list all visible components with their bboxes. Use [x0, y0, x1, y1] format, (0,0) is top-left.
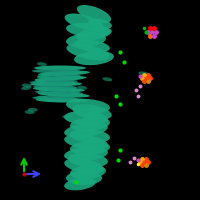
Ellipse shape — [80, 105, 90, 109]
Ellipse shape — [36, 97, 88, 103]
Ellipse shape — [38, 71, 90, 76]
Ellipse shape — [64, 147, 108, 161]
Ellipse shape — [70, 90, 80, 94]
Ellipse shape — [102, 77, 112, 81]
Ellipse shape — [66, 33, 106, 47]
Ellipse shape — [77, 5, 111, 23]
Ellipse shape — [22, 84, 32, 87]
Ellipse shape — [37, 75, 47, 79]
Ellipse shape — [39, 87, 49, 90]
Ellipse shape — [64, 111, 108, 125]
Ellipse shape — [88, 19, 112, 29]
Ellipse shape — [138, 71, 148, 75]
Ellipse shape — [66, 44, 110, 60]
Ellipse shape — [74, 40, 110, 52]
Ellipse shape — [74, 51, 114, 65]
Ellipse shape — [21, 86, 31, 90]
Ellipse shape — [30, 81, 82, 87]
Ellipse shape — [35, 76, 87, 81]
Ellipse shape — [72, 76, 82, 79]
Ellipse shape — [70, 117, 110, 131]
Ellipse shape — [80, 109, 89, 113]
Ellipse shape — [33, 87, 85, 92]
Ellipse shape — [70, 165, 106, 179]
Ellipse shape — [37, 74, 81, 79]
Ellipse shape — [64, 158, 104, 174]
Ellipse shape — [62, 115, 72, 119]
Ellipse shape — [38, 92, 90, 97]
Ellipse shape — [32, 96, 76, 100]
Ellipse shape — [64, 122, 108, 138]
Ellipse shape — [28, 108, 38, 112]
Ellipse shape — [41, 73, 51, 77]
Ellipse shape — [37, 62, 47, 66]
Ellipse shape — [64, 178, 96, 190]
Ellipse shape — [64, 134, 108, 150]
Ellipse shape — [34, 66, 86, 71]
Ellipse shape — [66, 23, 110, 37]
Ellipse shape — [66, 171, 102, 185]
Ellipse shape — [32, 69, 80, 73]
Ellipse shape — [70, 129, 110, 143]
Ellipse shape — [65, 13, 103, 31]
Ellipse shape — [70, 141, 110, 155]
Ellipse shape — [33, 85, 77, 89]
Ellipse shape — [76, 27, 112, 41]
Ellipse shape — [72, 104, 112, 120]
Ellipse shape — [35, 79, 45, 83]
Ellipse shape — [30, 80, 78, 84]
Ellipse shape — [25, 110, 35, 114]
Ellipse shape — [77, 86, 87, 90]
Ellipse shape — [68, 153, 108, 167]
Ellipse shape — [38, 95, 48, 99]
Ellipse shape — [36, 80, 46, 83]
Ellipse shape — [35, 90, 83, 95]
Ellipse shape — [66, 99, 110, 113]
Ellipse shape — [39, 88, 49, 92]
